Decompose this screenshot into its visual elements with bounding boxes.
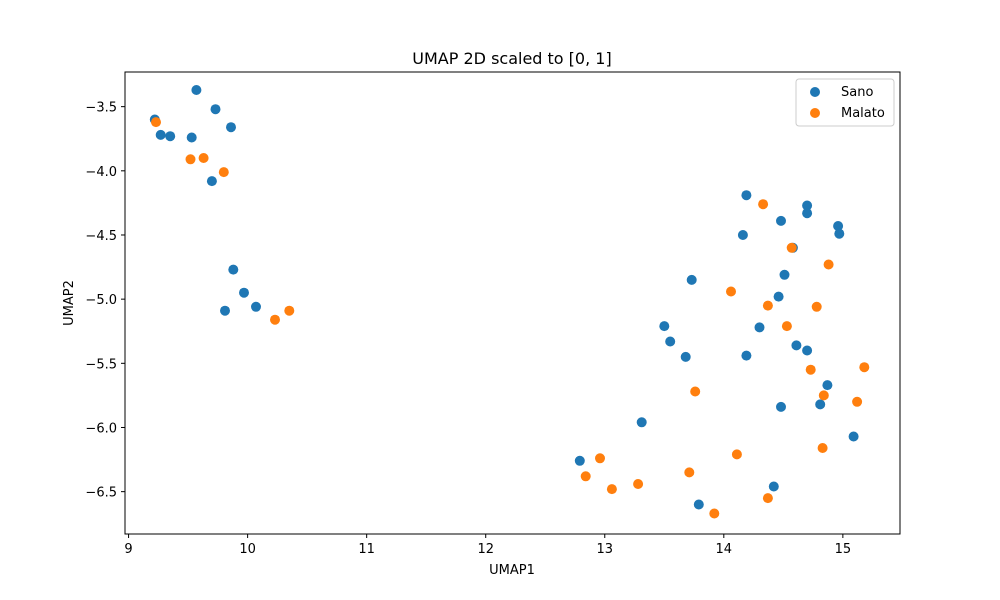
data-point-malato bbox=[218, 167, 229, 178]
data-point-malato bbox=[859, 362, 870, 373]
y-tick-label: −5.0 bbox=[85, 293, 117, 308]
data-point-sano bbox=[191, 85, 202, 95]
data-point-sano bbox=[768, 481, 779, 492]
data-point-sano bbox=[574, 455, 585, 466]
data-point-sano bbox=[165, 131, 176, 142]
x-tick-label: 13 bbox=[596, 542, 613, 557]
y-tick-label: −3.5 bbox=[85, 101, 117, 116]
data-point-sano bbox=[833, 221, 844, 231]
data-point-sano bbox=[802, 208, 813, 219]
data-point-malato bbox=[852, 396, 863, 407]
data-point-sano bbox=[659, 321, 670, 332]
y-tick-label: −4.0 bbox=[85, 165, 117, 180]
data-point-malato bbox=[818, 390, 829, 401]
data-point-sano bbox=[665, 336, 676, 347]
y-tick-label: −4.5 bbox=[85, 229, 117, 244]
data-point-sano bbox=[220, 305, 230, 316]
data-point-sano bbox=[686, 274, 697, 285]
chart-title: UMAP 2D scaled to [0, 1] bbox=[412, 49, 611, 68]
data-point-sano bbox=[802, 200, 813, 211]
data-point-sano bbox=[210, 104, 221, 115]
y-axis-ticks: −3.5 −4.0 −4.5 −5.0 −5.5 −6.0 −6.5 bbox=[85, 101, 125, 501]
data-point-sano bbox=[693, 499, 704, 510]
data-point-malato bbox=[633, 479, 644, 489]
data-point-malato bbox=[151, 117, 161, 128]
data-point-sano bbox=[155, 129, 166, 140]
data-point-sano bbox=[754, 322, 765, 333]
data-point-malato bbox=[762, 493, 773, 504]
data-point-sano bbox=[186, 132, 197, 143]
points-layer bbox=[149, 85, 870, 519]
data-point-malato bbox=[758, 199, 769, 210]
data-point-malato bbox=[805, 364, 816, 375]
data-point-malato bbox=[606, 484, 617, 495]
data-point-malato bbox=[817, 443, 828, 453]
x-axis-ticks: 9 10 11 12 13 14 15 bbox=[124, 534, 851, 557]
x-axis-label: UMAP1 bbox=[489, 563, 535, 578]
legend-marker-sano bbox=[810, 87, 820, 97]
data-point-sano bbox=[226, 122, 236, 133]
data-point-sano bbox=[834, 228, 845, 239]
data-point-sano bbox=[802, 345, 813, 356]
data-point-malato bbox=[762, 300, 773, 311]
legend-label-sano: Sano bbox=[841, 85, 873, 100]
data-point-malato bbox=[709, 508, 720, 519]
data-point-sano bbox=[791, 340, 802, 351]
data-point-malato bbox=[731, 449, 742, 460]
data-point-malato bbox=[684, 467, 695, 478]
plot-frame bbox=[124, 71, 901, 535]
data-point-sano bbox=[741, 190, 752, 201]
y-tick-label: −5.5 bbox=[85, 357, 117, 372]
data-point-malato bbox=[185, 154, 196, 165]
data-point-sano bbox=[773, 291, 784, 302]
data-point-sano bbox=[636, 417, 647, 428]
data-point-sano bbox=[776, 215, 786, 226]
x-tick-label: 12 bbox=[477, 542, 494, 557]
legend: Sano Malato bbox=[795, 78, 895, 127]
data-point-malato bbox=[781, 321, 792, 332]
data-point-sano bbox=[848, 431, 859, 442]
x-tick-label: 14 bbox=[716, 542, 733, 557]
data-point-malato bbox=[823, 259, 834, 270]
legend-label-malato: Malato bbox=[841, 106, 885, 121]
data-point-malato bbox=[811, 301, 822, 312]
data-point-sano bbox=[741, 350, 752, 361]
data-point-sano bbox=[779, 269, 790, 280]
data-point-malato bbox=[595, 453, 605, 464]
data-point-malato bbox=[270, 314, 280, 325]
y-tick-label: −6.5 bbox=[85, 486, 117, 501]
data-point-sano bbox=[822, 380, 833, 391]
data-point-malato bbox=[690, 386, 701, 397]
data-point-sano bbox=[239, 287, 249, 298]
y-axis-label: UMAP2 bbox=[62, 280, 77, 326]
data-point-sano bbox=[737, 230, 748, 240]
legend-box bbox=[795, 78, 895, 127]
legend-marker-malato bbox=[810, 108, 820, 118]
x-tick-label: 15 bbox=[835, 542, 852, 557]
data-point-sano bbox=[815, 399, 826, 410]
data-point-malato bbox=[284, 305, 295, 316]
data-point-malato bbox=[786, 242, 797, 253]
y-tick-label: −6.0 bbox=[85, 421, 117, 436]
data-point-sano bbox=[206, 176, 217, 187]
data-point-sano bbox=[228, 264, 239, 275]
x-tick-label: 10 bbox=[239, 542, 256, 557]
data-point-sano bbox=[680, 351, 691, 362]
data-point-malato bbox=[726, 286, 736, 297]
data-point-sano bbox=[251, 301, 261, 312]
data-point-malato bbox=[198, 153, 209, 163]
x-tick-label: 9 bbox=[124, 542, 132, 557]
data-point-sano bbox=[776, 401, 786, 412]
x-tick-label: 11 bbox=[358, 542, 375, 557]
data-point-malato bbox=[580, 471, 591, 482]
